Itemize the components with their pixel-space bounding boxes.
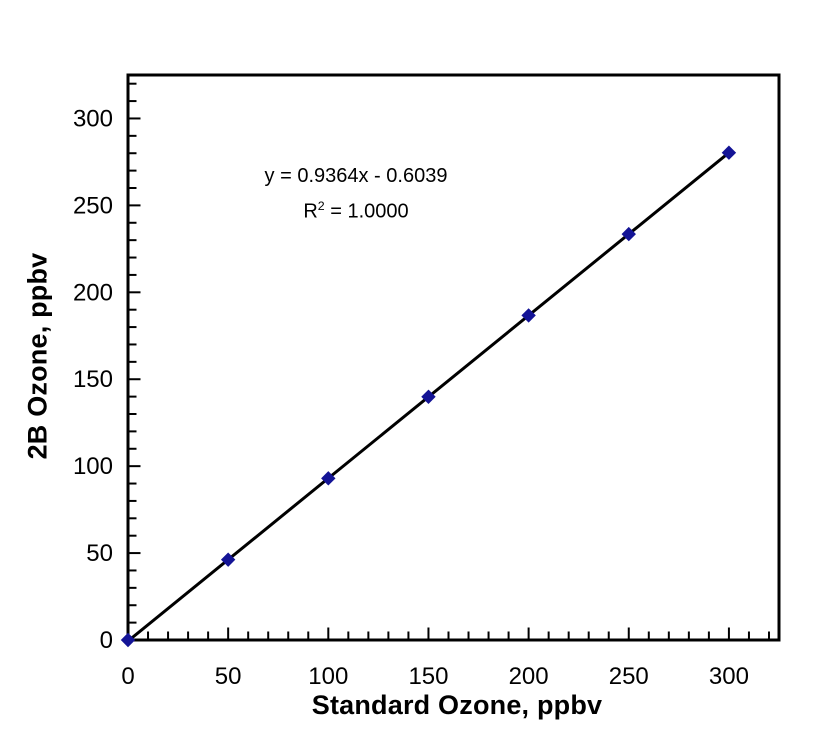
- y-tick-label: 250: [73, 192, 113, 219]
- x-tick-label: 200: [509, 663, 549, 690]
- y-axis-title: 2B Ozone, ppbv: [22, 252, 53, 460]
- trendline-annotation: y = 0.9364x - 0.6039 R2 = 1.0000: [265, 161, 448, 227]
- x-axis-title: Standard Ozone, ppbv: [311, 690, 603, 720]
- data-point-marker: [120, 632, 136, 648]
- x-tick-label: 100: [308, 663, 348, 690]
- data-point-marker: [521, 308, 536, 323]
- data-point-marker: [721, 145, 737, 160]
- y-tick-label: 50: [86, 540, 113, 567]
- data-point-marker: [220, 552, 236, 567]
- r-squared-label: R2 = 1.0000: [265, 191, 448, 227]
- data-point-marker: [321, 471, 336, 486]
- plot-frame: [126, 73, 781, 642]
- data-point-marker: [621, 226, 636, 242]
- x-tick-label: 250: [609, 663, 649, 690]
- x-tick-label: 150: [408, 663, 448, 690]
- x-tick-label: 50: [215, 663, 242, 690]
- data-point-marker: [421, 389, 436, 404]
- y-tick-label: 0: [100, 627, 113, 654]
- y-tick-label: 150: [73, 366, 113, 393]
- trendline-equation: y = 0.9364x - 0.6039: [264, 165, 448, 187]
- y-tick-label: 300: [73, 105, 113, 132]
- y-tick-label: 200: [73, 279, 113, 306]
- r-squared-base: R: [303, 200, 318, 223]
- y-tick-label: 100: [73, 453, 113, 480]
- x-tick-label: 300: [709, 663, 749, 690]
- r-squared-value: = 1.0000: [324, 200, 409, 223]
- x-tick-label: 0: [121, 663, 134, 690]
- r-squared-exponent: 2: [317, 199, 325, 213]
